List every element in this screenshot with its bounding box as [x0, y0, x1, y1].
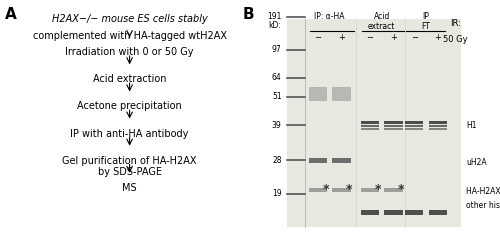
FancyBboxPatch shape	[384, 210, 402, 215]
FancyBboxPatch shape	[405, 210, 423, 215]
Text: 191: 191	[267, 12, 281, 21]
Text: H2AX−/− mouse ES cells stably: H2AX−/− mouse ES cells stably	[52, 14, 208, 24]
Text: −: −	[366, 33, 374, 42]
Text: HA-H2AX (*): HA-H2AX (*)	[466, 187, 500, 196]
Text: 19: 19	[272, 189, 281, 198]
FancyBboxPatch shape	[361, 210, 379, 215]
Text: −: −	[410, 33, 418, 42]
Text: kD:: kD:	[268, 21, 281, 30]
FancyBboxPatch shape	[287, 19, 461, 227]
FancyBboxPatch shape	[384, 121, 402, 125]
Text: +: +	[434, 33, 441, 42]
Text: *: *	[374, 183, 381, 197]
Text: IP
FT: IP FT	[422, 12, 430, 31]
Text: 51: 51	[272, 92, 281, 101]
Text: Gel purification of HA-H2AX
by SDS-PAGE: Gel purification of HA-H2AX by SDS-PAGE	[62, 156, 197, 177]
FancyBboxPatch shape	[309, 188, 327, 192]
FancyBboxPatch shape	[361, 125, 379, 127]
FancyBboxPatch shape	[384, 125, 402, 127]
Text: IP: α-HA: IP: α-HA	[314, 12, 345, 21]
FancyBboxPatch shape	[332, 87, 350, 101]
Text: Irradiation with 0 or 50 Gy: Irradiation with 0 or 50 Gy	[66, 47, 194, 57]
FancyBboxPatch shape	[428, 121, 446, 125]
Text: Acetone precipitation: Acetone precipitation	[77, 101, 182, 111]
FancyBboxPatch shape	[405, 125, 423, 127]
FancyBboxPatch shape	[405, 121, 423, 125]
FancyBboxPatch shape	[309, 87, 327, 101]
Text: B: B	[242, 7, 254, 22]
FancyBboxPatch shape	[428, 125, 446, 127]
Text: Acid
extract: Acid extract	[368, 12, 396, 31]
Text: IR:: IR:	[450, 19, 461, 28]
FancyBboxPatch shape	[384, 188, 402, 192]
Text: A: A	[5, 7, 16, 22]
Text: other histones: other histones	[466, 201, 500, 210]
Text: 50 Gy: 50 Gy	[444, 35, 468, 44]
Text: *: *	[398, 183, 404, 197]
Text: complemented with HA-tagged wtH2AX: complemented with HA-tagged wtH2AX	[32, 31, 226, 41]
FancyBboxPatch shape	[361, 121, 379, 125]
FancyBboxPatch shape	[332, 188, 350, 192]
Text: −: −	[314, 33, 322, 42]
FancyBboxPatch shape	[428, 128, 446, 130]
FancyBboxPatch shape	[361, 128, 379, 130]
FancyBboxPatch shape	[384, 128, 402, 130]
Text: H1: H1	[466, 121, 476, 130]
Text: *: *	[322, 183, 329, 197]
Text: 28: 28	[272, 156, 281, 165]
Text: MS: MS	[122, 183, 137, 193]
Text: 97: 97	[272, 45, 281, 54]
Text: 64: 64	[272, 73, 281, 82]
Text: *: *	[346, 183, 352, 197]
FancyBboxPatch shape	[405, 128, 423, 130]
Text: Acid extraction: Acid extraction	[93, 74, 166, 84]
FancyBboxPatch shape	[332, 158, 350, 163]
Text: +: +	[390, 33, 397, 42]
Text: uH2A: uH2A	[466, 158, 487, 167]
FancyBboxPatch shape	[309, 158, 327, 163]
Text: IP with anti-HA antibody: IP with anti-HA antibody	[70, 129, 189, 139]
Text: 39: 39	[272, 121, 281, 130]
FancyBboxPatch shape	[428, 210, 446, 215]
Text: +: +	[338, 33, 345, 42]
FancyBboxPatch shape	[361, 188, 379, 192]
